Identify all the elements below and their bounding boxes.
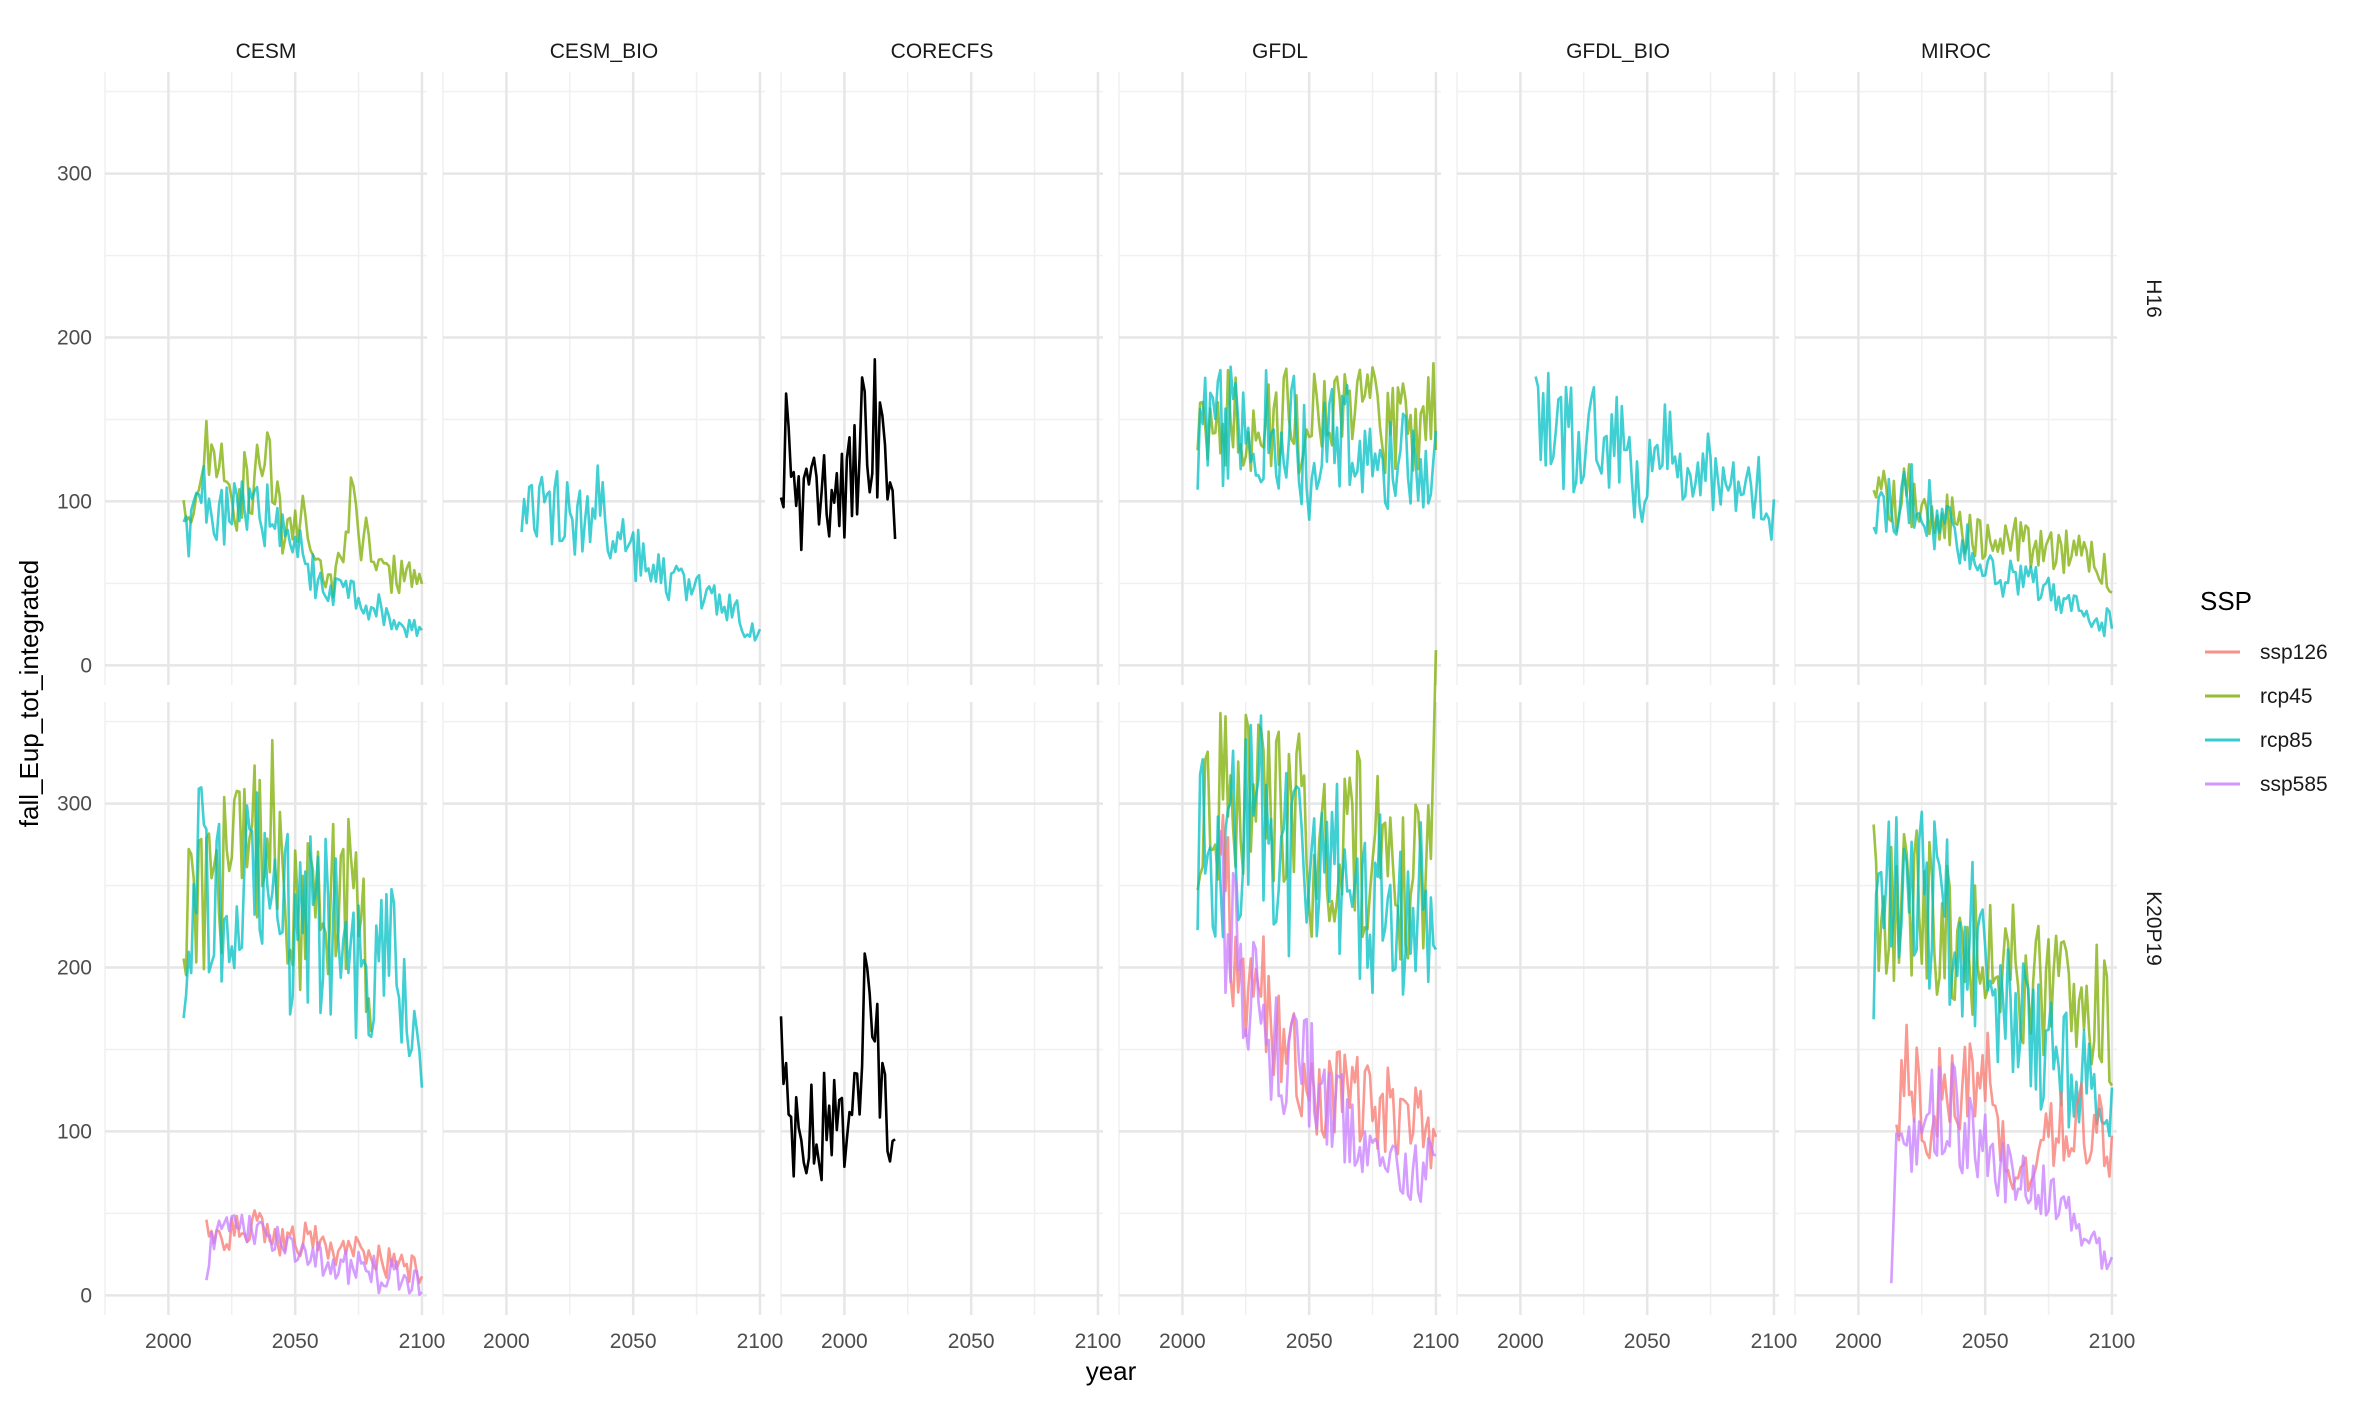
facet-panel-MIROC-K20P19 [1794,702,2117,1315]
facet-row-label: H16 [2142,279,2165,318]
series-line-rcp85-GFDL-H16 [1196,365,1438,521]
x-tick-label: 2000 [1835,1330,1882,1353]
series-line-ssp585-GFDL-K20P19 [1219,829,1437,1203]
facet-panel-CESM_BIO-H16 [442,72,765,685]
facet-panel-CESM_BIO-K20P19 [442,702,765,1315]
series-line-rcp45-MIROC-H16 [1872,463,2113,594]
facet-panel-GFDL-H16 [1118,72,1441,685]
y-tick-label: 0 [80,1284,92,1307]
x-tick-label: 2000 [483,1330,530,1353]
series-line-ssp585-MIROC-K20P19 [1890,1062,2114,1284]
x-tick-label: 2050 [1286,1330,1333,1353]
series-line-observed-CORECFS-H16 [779,358,897,552]
facet-column-label: CESM_BIO [550,40,659,63]
x-axis-title: year [1086,1356,1137,1386]
series-line-observed-CORECFS-K20P19 [779,952,896,1182]
facet-panel-CORECFS-K20P19 [780,702,1103,1315]
y-tick-label: 0 [80,654,92,677]
legend-label: ssp585 [2260,773,2328,796]
facet-panel-GFDL_BIO-H16 [1456,72,1779,685]
y-tick-label: 300 [57,163,92,186]
facet-panel-GFDL_BIO-K20P19 [1456,702,1779,1315]
x-tick-label: 2000 [1159,1330,1206,1353]
facet-panel-CORECFS-H16 [780,72,1103,685]
facet-column-label: CORECFS [891,40,994,63]
facet-column-label: GFDL [1252,40,1308,63]
x-tick-label: 2100 [1075,1330,1122,1353]
facet-panel-CESM-H16 [104,72,427,685]
facet-panel-MIROC-H16 [1794,72,2117,685]
x-tick-label: 2000 [1497,1330,1544,1353]
x-tick-label: 2100 [399,1330,446,1353]
series-line-rcp85-CESM-K20P19 [182,786,424,1088]
x-tick-label: 2050 [610,1330,657,1353]
x-tick-label: 2000 [821,1330,868,1353]
y-axis-title: fall_Eup_tot_integrated [14,560,44,827]
series-line-rcp85-CESM_BIO-H16 [520,464,762,642]
legend-label: ssp126 [2260,641,2328,664]
x-tick-label: 2100 [737,1330,784,1353]
x-tick-label: 2100 [1413,1330,1460,1353]
series-line-ssp126-CESM-K20P19 [205,1209,424,1285]
x-tick-label: 2100 [2089,1330,2136,1353]
y-tick-label: 300 [57,793,92,816]
y-tick-label: 100 [57,490,92,513]
series-line-rcp85-MIROC-H16 [1872,463,2114,638]
x-tick-label: 2050 [948,1330,995,1353]
facet-column-label: MIROC [1921,40,1991,63]
x-tick-label: 2050 [1962,1330,2009,1353]
series-line-rcp85-MIROC-K20P19 [1872,810,2114,1138]
facet-panel-CESM-K20P19 [104,702,427,1315]
series-line-rcp85-GFDL_BIO-H16 [1534,371,1776,541]
facet-column-label: CESM [236,40,297,63]
legend-label: rcp85 [2260,729,2313,752]
y-tick-label: 200 [57,327,92,350]
x-tick-label: 2050 [272,1330,319,1353]
y-tick-label: 200 [57,957,92,980]
facet-column-label: GFDL_BIO [1566,40,1670,63]
series-line-rcp85-CESM-H16 [182,464,423,639]
legend-label: rcp45 [2260,685,2313,708]
series-line-ssp585-CESM-K20P19 [205,1213,423,1296]
legend-title: SSP [2200,586,2252,616]
series-line-rcp45-MIROC-K20P19 [1872,824,2114,1087]
x-tick-label: 2050 [1624,1330,1671,1353]
legend: SSP ssp126 rcp45 rcp85 ssp585 [2200,586,2328,796]
y-tick-label: 100 [57,1120,92,1143]
x-tick-label: 2100 [1751,1330,1798,1353]
x-tick-label: 2000 [145,1330,192,1353]
series-line-rcp45-CESM-H16 [182,419,424,599]
facet-row-label: K20P19 [2142,891,2165,966]
